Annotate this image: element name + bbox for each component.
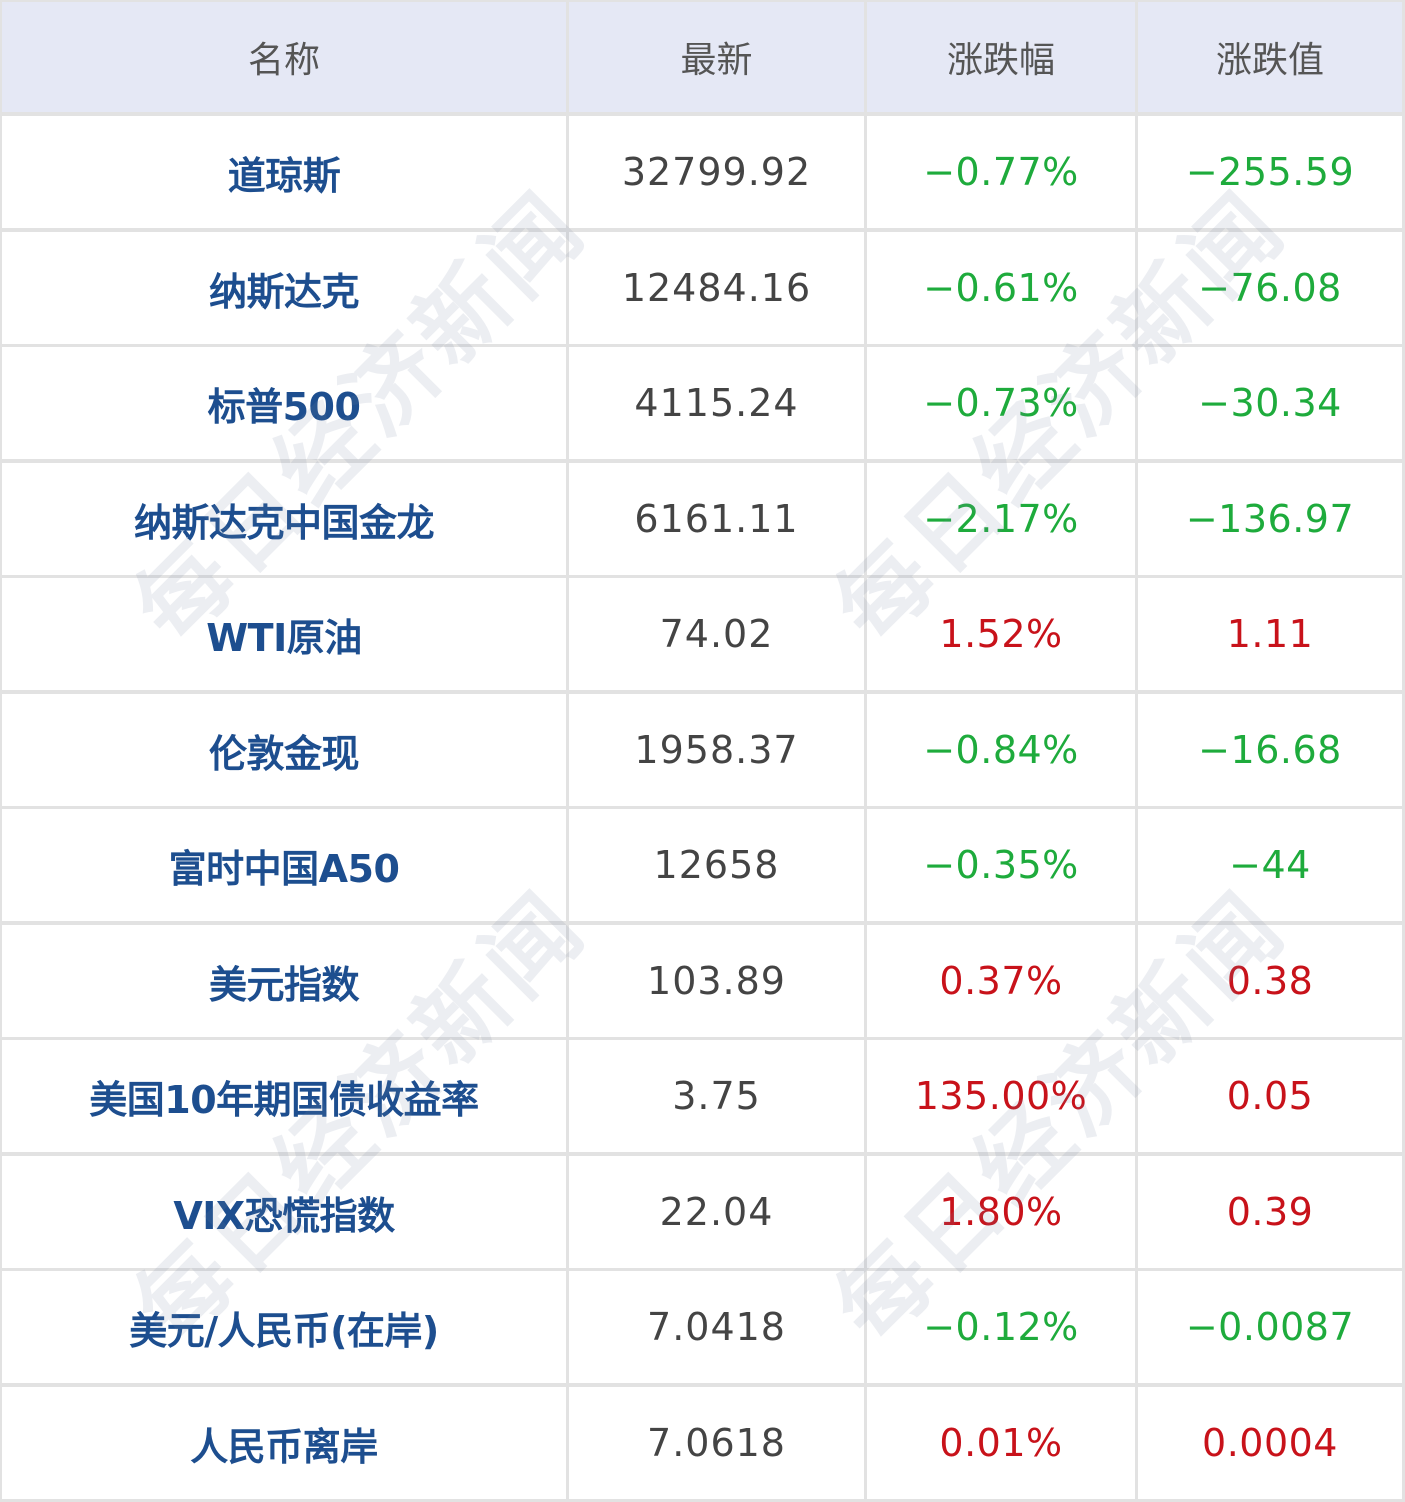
row-change-val: 0.38 — [1138, 925, 1402, 1037]
row-name: 美元/人民币(在岸) — [2, 1271, 566, 1383]
row-change-val: −44 — [1138, 809, 1402, 921]
table-row: 美元/人民币(在岸) 7.0418 −0.12% −0.0087 — [0, 1271, 1405, 1383]
row-change-pct: −0.61% — [867, 232, 1135, 344]
table-row: 美国10年期国债收益率 3.75 135.00% 0.05 — [0, 1040, 1405, 1152]
row-name: 富时中国A50 — [2, 809, 566, 921]
row-change-pct: −0.12% — [867, 1271, 1135, 1383]
table-row: 美元指数 103.89 0.37% 0.38 — [0, 925, 1405, 1037]
table-row: 伦敦金现 1958.37 −0.84% −16.68 — [0, 694, 1405, 806]
row-name: 纳斯达克 — [2, 232, 566, 344]
row-latest: 12484.16 — [569, 232, 864, 344]
row-latest: 74.02 — [569, 578, 864, 690]
table-row: VIX恐慌指数 22.04 1.80% 0.39 — [0, 1156, 1405, 1268]
row-name: 人民币离岸 — [2, 1387, 566, 1499]
row-latest: 12658 — [569, 809, 864, 921]
row-latest: 1958.37 — [569, 694, 864, 806]
row-name: 伦敦金现 — [2, 694, 566, 806]
header-change-val: 涨跌值 — [1138, 2, 1402, 112]
row-latest: 6161.11 — [569, 463, 864, 575]
row-change-val: −16.68 — [1138, 694, 1402, 806]
table-row: 道琼斯 32799.92 −0.77% −255.59 — [0, 116, 1405, 228]
row-change-val: 0.05 — [1138, 1040, 1402, 1152]
table-header: 名称 最新 涨跌幅 涨跌值 — [0, 2, 1405, 112]
row-change-val: 0.39 — [1138, 1156, 1402, 1268]
table-row: 纳斯达克中国金龙 6161.11 −2.17% −136.97 — [0, 463, 1405, 575]
row-name: WTI原油 — [2, 578, 566, 690]
row-latest: 103.89 — [569, 925, 864, 1037]
row-change-pct: −0.84% — [867, 694, 1135, 806]
table-row: 标普500 4115.24 −0.73% −30.34 — [0, 347, 1405, 459]
table-row: 纳斯达克 12484.16 −0.61% −76.08 — [0, 232, 1405, 344]
row-latest: 3.75 — [569, 1040, 864, 1152]
row-change-pct: −0.73% — [867, 347, 1135, 459]
row-change-pct: 1.52% — [867, 578, 1135, 690]
row-change-val: −0.0087 — [1138, 1271, 1402, 1383]
row-latest: 4115.24 — [569, 347, 864, 459]
row-change-val: −30.34 — [1138, 347, 1402, 459]
row-name: 纳斯达克中国金龙 — [2, 463, 566, 575]
row-change-val: −136.97 — [1138, 463, 1402, 575]
row-change-val: 0.0004 — [1138, 1387, 1402, 1499]
row-change-pct: −0.77% — [867, 116, 1135, 228]
row-change-val: −255.59 — [1138, 116, 1402, 228]
row-name: 道琼斯 — [2, 116, 566, 228]
table-row: WTI原油 74.02 1.52% 1.11 — [0, 578, 1405, 690]
row-latest: 7.0618 — [569, 1387, 864, 1499]
row-name: VIX恐慌指数 — [2, 1156, 566, 1268]
row-name: 标普500 — [2, 347, 566, 459]
row-change-pct: 0.01% — [867, 1387, 1135, 1499]
row-change-pct: −0.35% — [867, 809, 1135, 921]
row-latest: 22.04 — [569, 1156, 864, 1268]
header-change-pct: 涨跌幅 — [867, 2, 1135, 112]
row-change-val: −76.08 — [1138, 232, 1402, 344]
header-name: 名称 — [2, 2, 566, 112]
row-change-pct: 0.37% — [867, 925, 1135, 1037]
row-change-pct: 1.80% — [867, 1156, 1135, 1268]
table-row: 人民币离岸 7.0618 0.01% 0.0004 — [0, 1387, 1405, 1499]
table-row: 富时中国A50 12658 −0.35% −44 — [0, 809, 1405, 921]
row-change-pct: −2.17% — [867, 463, 1135, 575]
row-latest: 32799.92 — [569, 116, 864, 228]
header-latest: 最新 — [569, 2, 864, 112]
row-name: 美国10年期国债收益率 — [2, 1040, 566, 1152]
row-change-val: 1.11 — [1138, 578, 1402, 690]
row-change-pct: 135.00% — [867, 1040, 1135, 1152]
row-latest: 7.0418 — [569, 1271, 864, 1383]
row-name: 美元指数 — [2, 925, 566, 1037]
